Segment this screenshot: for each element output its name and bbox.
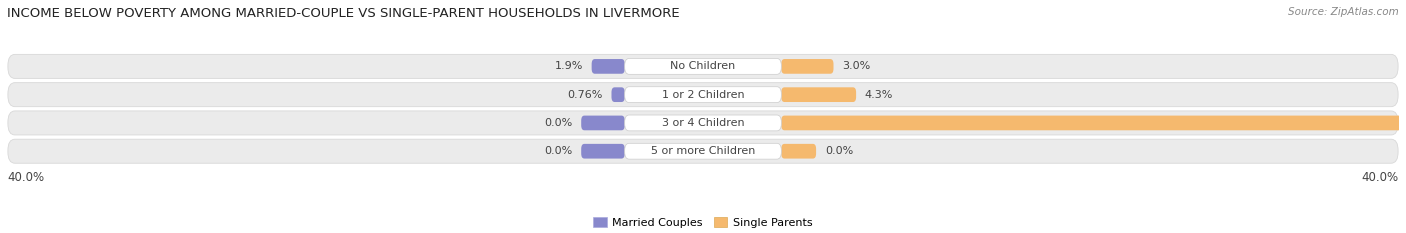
FancyBboxPatch shape [782,144,815,159]
Text: No Children: No Children [671,61,735,71]
FancyBboxPatch shape [624,58,782,74]
Legend: Married Couples, Single Parents: Married Couples, Single Parents [589,213,817,232]
FancyBboxPatch shape [624,115,782,131]
Text: 40.0%: 40.0% [1362,171,1399,184]
Text: 0.0%: 0.0% [544,118,572,128]
FancyBboxPatch shape [581,116,624,130]
FancyBboxPatch shape [8,83,1398,107]
Text: 0.76%: 0.76% [568,90,603,100]
Text: 3 or 4 Children: 3 or 4 Children [662,118,744,128]
FancyBboxPatch shape [581,144,624,159]
FancyBboxPatch shape [612,87,624,102]
FancyBboxPatch shape [782,116,1406,130]
FancyBboxPatch shape [8,139,1398,163]
Text: 40.0%: 40.0% [7,171,44,184]
Text: 5 or more Children: 5 or more Children [651,146,755,156]
Text: 4.3%: 4.3% [865,90,893,100]
FancyBboxPatch shape [782,87,856,102]
Text: 1.9%: 1.9% [554,61,583,71]
FancyBboxPatch shape [8,111,1398,135]
Text: INCOME BELOW POVERTY AMONG MARRIED-COUPLE VS SINGLE-PARENT HOUSEHOLDS IN LIVERMO: INCOME BELOW POVERTY AMONG MARRIED-COUPL… [7,7,679,20]
Text: 0.0%: 0.0% [825,146,853,156]
Text: 0.0%: 0.0% [544,146,572,156]
FancyBboxPatch shape [624,87,782,103]
Text: 3.0%: 3.0% [842,61,870,71]
FancyBboxPatch shape [782,59,834,74]
FancyBboxPatch shape [8,54,1398,79]
Text: 1 or 2 Children: 1 or 2 Children [662,90,744,100]
Text: Source: ZipAtlas.com: Source: ZipAtlas.com [1288,7,1399,17]
FancyBboxPatch shape [624,143,782,159]
FancyBboxPatch shape [592,59,624,74]
